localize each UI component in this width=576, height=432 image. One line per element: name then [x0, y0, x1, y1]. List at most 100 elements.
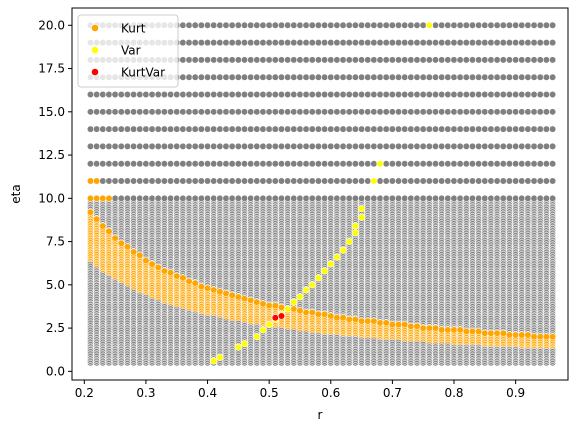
grid-point: [351, 194, 360, 202]
grid-point: [296, 177, 304, 185]
grid-point: [142, 125, 150, 133]
grid-point: [117, 108, 125, 116]
grid-point: [327, 160, 335, 168]
grid-point: [247, 21, 255, 29]
grid-point: [253, 108, 261, 116]
grid-point: [130, 177, 138, 185]
grid-point: [228, 125, 236, 133]
grid-point: [234, 177, 242, 185]
grid-point: [302, 108, 310, 116]
grid-point: [364, 21, 372, 29]
grid-point: [265, 108, 273, 116]
grid-point: [222, 194, 230, 202]
grid-point: [111, 142, 119, 151]
grid-point: [136, 177, 144, 185]
grid-point: [166, 125, 175, 133]
grid-point: [302, 21, 310, 29]
grid-point: [130, 108, 138, 116]
grid-point: [284, 108, 292, 116]
grid-point: [339, 39, 347, 47]
grid-point: [314, 125, 323, 133]
grid-point: [339, 108, 347, 116]
grid-point: [222, 39, 230, 47]
grid-point: [185, 142, 193, 151]
grid-point: [179, 56, 187, 64]
grid-point: [259, 177, 267, 185]
grid-point: [228, 90, 236, 99]
grid-point: [339, 194, 347, 202]
grid-point: [111, 90, 119, 99]
grid-point: [351, 142, 360, 151]
grid-point: [210, 73, 218, 81]
grid-point: [166, 160, 175, 168]
grid-point: [111, 160, 119, 168]
grid-point: [296, 125, 304, 133]
grid-point: [259, 108, 267, 116]
grid-point: [321, 56, 329, 64]
grid-point: [191, 56, 199, 64]
grid-point: [259, 194, 267, 202]
grid-point: [173, 142, 181, 151]
grid-point: [210, 21, 218, 29]
grid-point: [179, 39, 187, 47]
grid-point: [234, 90, 242, 99]
grid-point: [277, 177, 286, 185]
grid-point: [253, 160, 261, 168]
grid-point: [259, 21, 267, 29]
grid-point: [357, 56, 366, 64]
grid-point: [117, 142, 125, 151]
grid-point: [327, 56, 335, 64]
grid-point: [339, 160, 347, 168]
grid-point: [253, 194, 261, 202]
grid-point: [333, 108, 341, 116]
grid-point: [197, 125, 205, 133]
grid-point: [111, 108, 119, 116]
grid-point: [197, 56, 205, 64]
grid-point: [265, 177, 273, 185]
grid-point: [296, 160, 304, 168]
grid-point: [357, 142, 366, 151]
grid-point: [327, 125, 335, 133]
grid-point: [148, 125, 156, 133]
grid-point: [308, 108, 316, 116]
grid-point: [130, 125, 138, 133]
grid-point: [284, 160, 292, 168]
grid-point: [277, 194, 286, 202]
grid-point: [333, 142, 341, 151]
grid-point: [290, 125, 298, 133]
grid-point: [271, 73, 279, 81]
grid-point: [99, 177, 107, 185]
grid-point: [308, 142, 316, 151]
grid-point: [173, 90, 181, 99]
grid-point: [234, 142, 242, 151]
grid-point: [228, 142, 236, 151]
grid-point: [228, 56, 236, 64]
grid-point: [117, 90, 125, 99]
grid-point: [259, 73, 267, 81]
grid-point: [277, 39, 286, 47]
grid-point: [154, 177, 162, 185]
grid-point: [210, 56, 218, 64]
grid-point: [247, 125, 255, 133]
grid-point: [351, 21, 360, 29]
grid-point: [142, 142, 150, 151]
grid-point: [247, 177, 255, 185]
grid-point: [333, 56, 341, 64]
grid-point: [197, 21, 205, 29]
grid-point: [327, 177, 335, 185]
grid-point: [308, 177, 316, 185]
grid-point: [166, 108, 175, 116]
grid-point: [191, 73, 199, 81]
grid-point: [321, 90, 329, 99]
grid-point: [345, 108, 353, 116]
grid-point: [327, 108, 335, 116]
grid-point: [130, 160, 138, 168]
grid-point: [302, 194, 310, 202]
grid-point: [290, 177, 298, 185]
grid-point: [216, 194, 224, 202]
grid-point: [160, 108, 169, 116]
grid-point: [265, 73, 273, 81]
grid-point: [197, 177, 205, 185]
grid-point: [185, 56, 193, 64]
grid-point: [228, 177, 236, 185]
